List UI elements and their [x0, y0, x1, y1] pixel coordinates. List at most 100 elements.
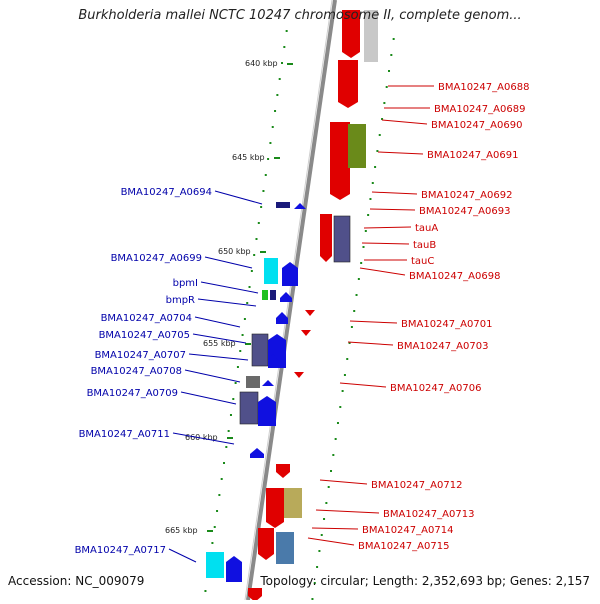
gene-feature-reverse[interactable] [258, 396, 276, 426]
gene-feature-purple[interactable] [333, 215, 351, 263]
gene-label-right[interactable]: BMA10247_A0691 [427, 150, 518, 161]
gene-feature-olive[interactable] [348, 124, 366, 168]
tick-mark [278, 78, 281, 80]
label-leader-line [361, 242, 410, 245]
label-leader-line [204, 256, 253, 269]
gene-label-right[interactable]: BMA10247_A0692 [421, 190, 512, 201]
tick-mark [281, 62, 284, 64]
gene-feature-forward[interactable] [276, 464, 290, 478]
tick-mark [204, 590, 207, 592]
gene-feature-cyan[interactable] [264, 258, 278, 284]
gene-feature-reverse[interactable] [276, 202, 290, 208]
tick-mark [236, 366, 239, 368]
tick-mark [346, 358, 349, 360]
gene-label-left[interactable]: BMA10247_A0699 [111, 253, 202, 264]
gene-label-left[interactable]: bmpR [166, 295, 195, 306]
gene-label-right[interactable]: BMA10247_A0706 [390, 383, 481, 394]
gene-feature-forward[interactable] [320, 214, 332, 262]
gene-feature-khaki[interactable] [284, 488, 302, 518]
tick-mark [392, 38, 395, 40]
gene-label-right[interactable]: tauA [415, 223, 438, 234]
accession-label: Accession: NC_009079 [8, 574, 145, 588]
tick-mark [227, 430, 230, 432]
tick-mark [378, 134, 381, 136]
gene-label-left[interactable]: BMA10247_A0708 [91, 366, 182, 377]
gene-label-right[interactable]: BMA10247_A0690 [431, 120, 522, 131]
gene-label-left[interactable]: BMA10247_A0705 [99, 330, 190, 341]
gene-feature-reverse[interactable] [250, 448, 264, 458]
gene-feature-green[interactable] [262, 290, 268, 300]
gene-feature-forward[interactable] [266, 488, 284, 528]
tick-mark [241, 334, 244, 336]
gene-label-right[interactable]: BMA10247_A0693 [419, 206, 510, 217]
gene-label-right[interactable]: BMA10247_A0715 [358, 541, 449, 552]
tick-mark [374, 166, 377, 168]
gene-feature-purple[interactable] [251, 333, 269, 367]
gene-feature-reverse[interactable] [276, 312, 288, 324]
gene-label-left[interactable]: BMA10247_A0711 [79, 429, 170, 440]
gene-feature-reverse[interactable] [282, 262, 298, 286]
gene-feature-reverse[interactable] [268, 354, 278, 364]
gene-label-left[interactable]: BMA10247_A0709 [87, 388, 178, 399]
gene-feature-gray[interactable] [246, 376, 260, 388]
tick-mark [383, 102, 386, 104]
label-leader-line [315, 509, 380, 514]
tick-mark [269, 142, 272, 144]
gene-label-left[interactable]: BMA10247_A0717 [75, 545, 166, 556]
gene-feature-reverse[interactable] [270, 290, 276, 300]
label-leader-line [172, 432, 235, 445]
gene-label-left[interactable]: BMA10247_A0707 [95, 350, 186, 361]
gene-feature-reverse[interactable] [280, 292, 292, 302]
gene-feature-forward[interactable] [248, 588, 262, 602]
gene-feature-reverse[interactable] [262, 380, 274, 386]
label-leader-line [168, 548, 197, 563]
label-leader-line [214, 190, 263, 205]
gene-feature-forward[interactable] [342, 10, 360, 58]
tick-mark [336, 422, 339, 424]
sequence-summary: Topology: circular; Length: 2,352,693 bp… [260, 574, 590, 588]
gene-feature-forward[interactable] [294, 372, 304, 378]
gene-label-left[interactable]: bpmI [173, 278, 198, 289]
gene-feature-steel[interactable] [276, 532, 294, 564]
gene-feature-cyan[interactable] [206, 552, 224, 578]
gene-label-right[interactable]: tauC [411, 256, 434, 267]
label-leader-line [359, 267, 406, 276]
gene-feature-forward[interactable] [305, 310, 315, 316]
gene-feature-forward[interactable] [301, 330, 311, 336]
gene-feature-forward[interactable] [338, 60, 358, 108]
tick-mark [262, 190, 265, 192]
tick-mark [353, 310, 356, 312]
tick-mark [381, 118, 384, 120]
gene-label-right[interactable]: BMA10247_A0689 [434, 104, 525, 115]
gene-label-right[interactable]: BMA10247_A0714 [362, 525, 453, 536]
gene-label-left[interactable]: BMA10247_A0694 [121, 187, 212, 198]
gene-feature-reverse[interactable] [294, 203, 306, 209]
gene-label-left[interactable]: BMA10247_A0704 [101, 313, 192, 324]
gene-feature-purple[interactable] [239, 391, 259, 425]
gene-label-right[interactable]: BMA10247_A0712 [371, 480, 462, 491]
tick-mark [360, 262, 363, 264]
tick-mark [220, 478, 223, 480]
gene-label-right[interactable]: BMA10247_A0703 [397, 341, 488, 352]
scale-label: 660 kbp [185, 433, 218, 442]
tick-mark [316, 566, 319, 568]
gene-feature-reverse[interactable] [226, 556, 242, 582]
tick-mark [330, 470, 333, 472]
gene-feature-pseudo[interactable] [364, 10, 378, 62]
gene-label-right[interactable]: BMA10247_A0688 [438, 82, 529, 93]
gene-feature-forward[interactable] [258, 528, 274, 560]
gene-feature-forward[interactable] [330, 122, 350, 200]
gene-label-right[interactable]: BMA10247_A0698 [409, 271, 500, 282]
label-leader-line [339, 382, 387, 388]
scale-label: 640 kbp [245, 59, 278, 68]
gene-label-right[interactable]: tauB [413, 240, 436, 251]
gene-label-right[interactable]: BMA10247_A0701 [401, 319, 492, 330]
tick-mark [341, 390, 344, 392]
tick-mark [218, 494, 221, 496]
gene-label-right[interactable]: BMA10247_A0713 [383, 509, 474, 520]
label-leader-line [197, 298, 257, 307]
tick-mark [211, 542, 214, 544]
tick-mark [388, 70, 391, 72]
